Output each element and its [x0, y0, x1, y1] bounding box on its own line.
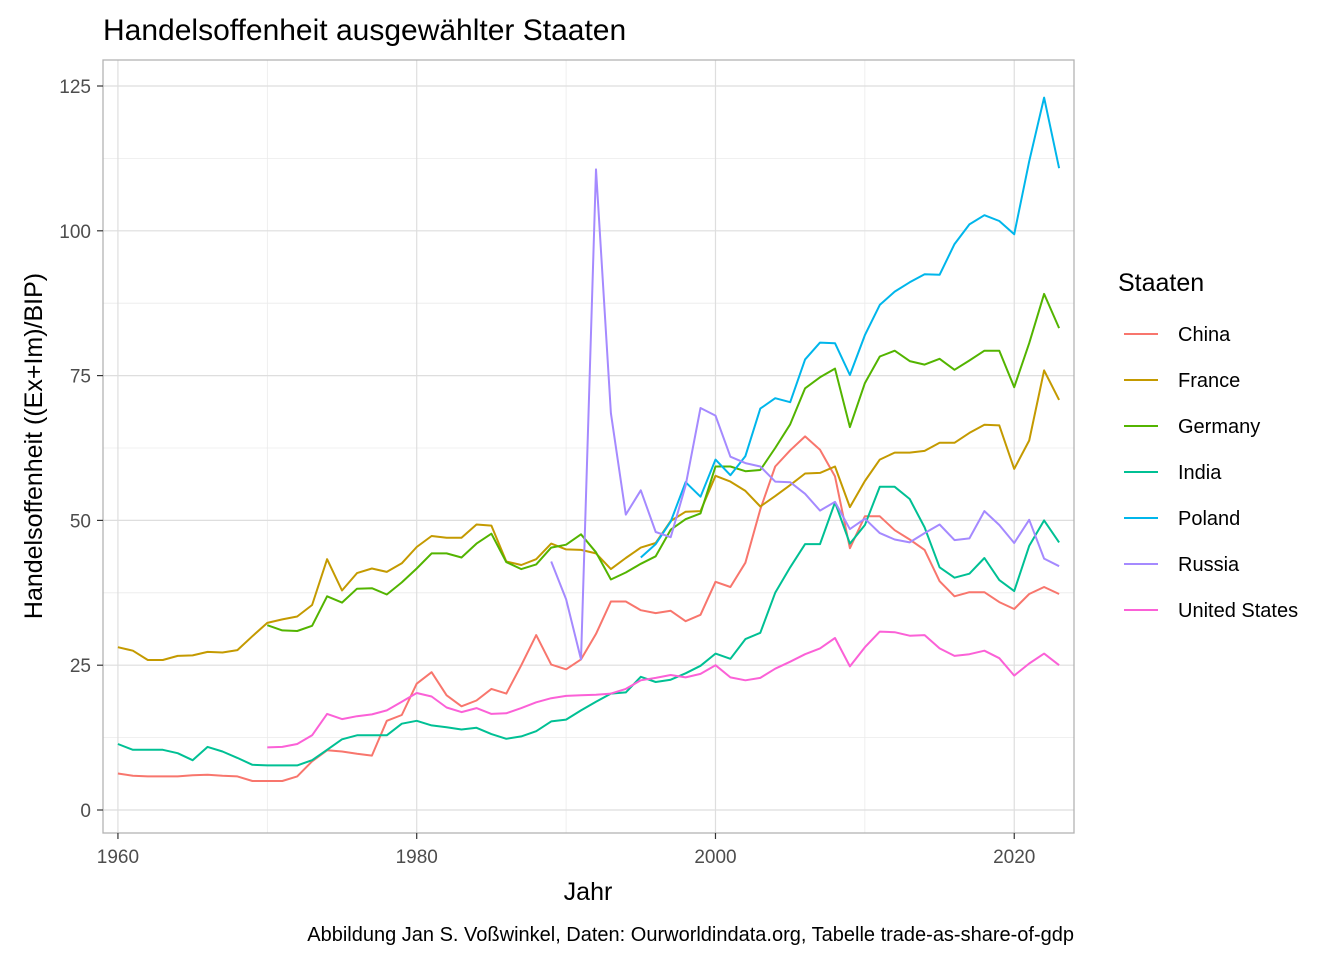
series-line-china	[117, 435, 1060, 782]
x-axis-title: Jahr	[564, 878, 613, 906]
legend-label-russia: Russia	[1178, 554, 1240, 576]
y-tick-label: 125	[59, 77, 91, 98]
y-tick-label: 100	[59, 222, 91, 243]
legend-label-poland: Poland	[1178, 508, 1240, 530]
legend-label-france: France	[1178, 370, 1240, 392]
series-layer	[117, 96, 1061, 782]
y-axis-title: Handelsoffenheit ((Ex+Im)/BIP)	[20, 273, 48, 619]
legend: China France Germany India Poland Russia Unite…	[1124, 324, 1298, 622]
legend-label-united-states: United States	[1178, 600, 1298, 622]
x-tick-label: 2020	[993, 847, 1035, 868]
x-tick-label: 2000	[694, 847, 736, 868]
y-tick-label: 50	[70, 511, 91, 532]
x-tick-label: 1980	[396, 847, 438, 868]
legend-title: Staaten	[1118, 269, 1204, 297]
series-line-poland	[640, 96, 1061, 559]
plot-panel	[103, 60, 1074, 833]
series-line-germany	[266, 292, 1061, 632]
legend-label-china: China	[1178, 324, 1231, 346]
y-tick-label: 75	[70, 367, 91, 388]
legend-label-india: India	[1178, 462, 1222, 484]
y-tick-label: 25	[70, 656, 91, 677]
y-axis: 0 25 50 75 100 125	[59, 77, 103, 822]
series-line-united-states	[267, 630, 1060, 749]
series-line-india	[117, 485, 1060, 767]
panel-border	[102, 59, 1075, 834]
series-line-france	[117, 369, 1060, 661]
chart-title: Handelsoffenheit ausgewählter Staaten	[103, 14, 626, 47]
legend-label-germany: Germany	[1178, 416, 1260, 438]
series-line-russia	[550, 168, 1060, 661]
x-axis: 1960 1980 2000 2020	[97, 833, 1035, 868]
caption: Abbildung Jan S. Voßwinkel, Daten: Ourwo…	[307, 924, 1074, 946]
x-tick-label: 1960	[97, 847, 139, 868]
y-tick-label: 0	[80, 801, 91, 822]
